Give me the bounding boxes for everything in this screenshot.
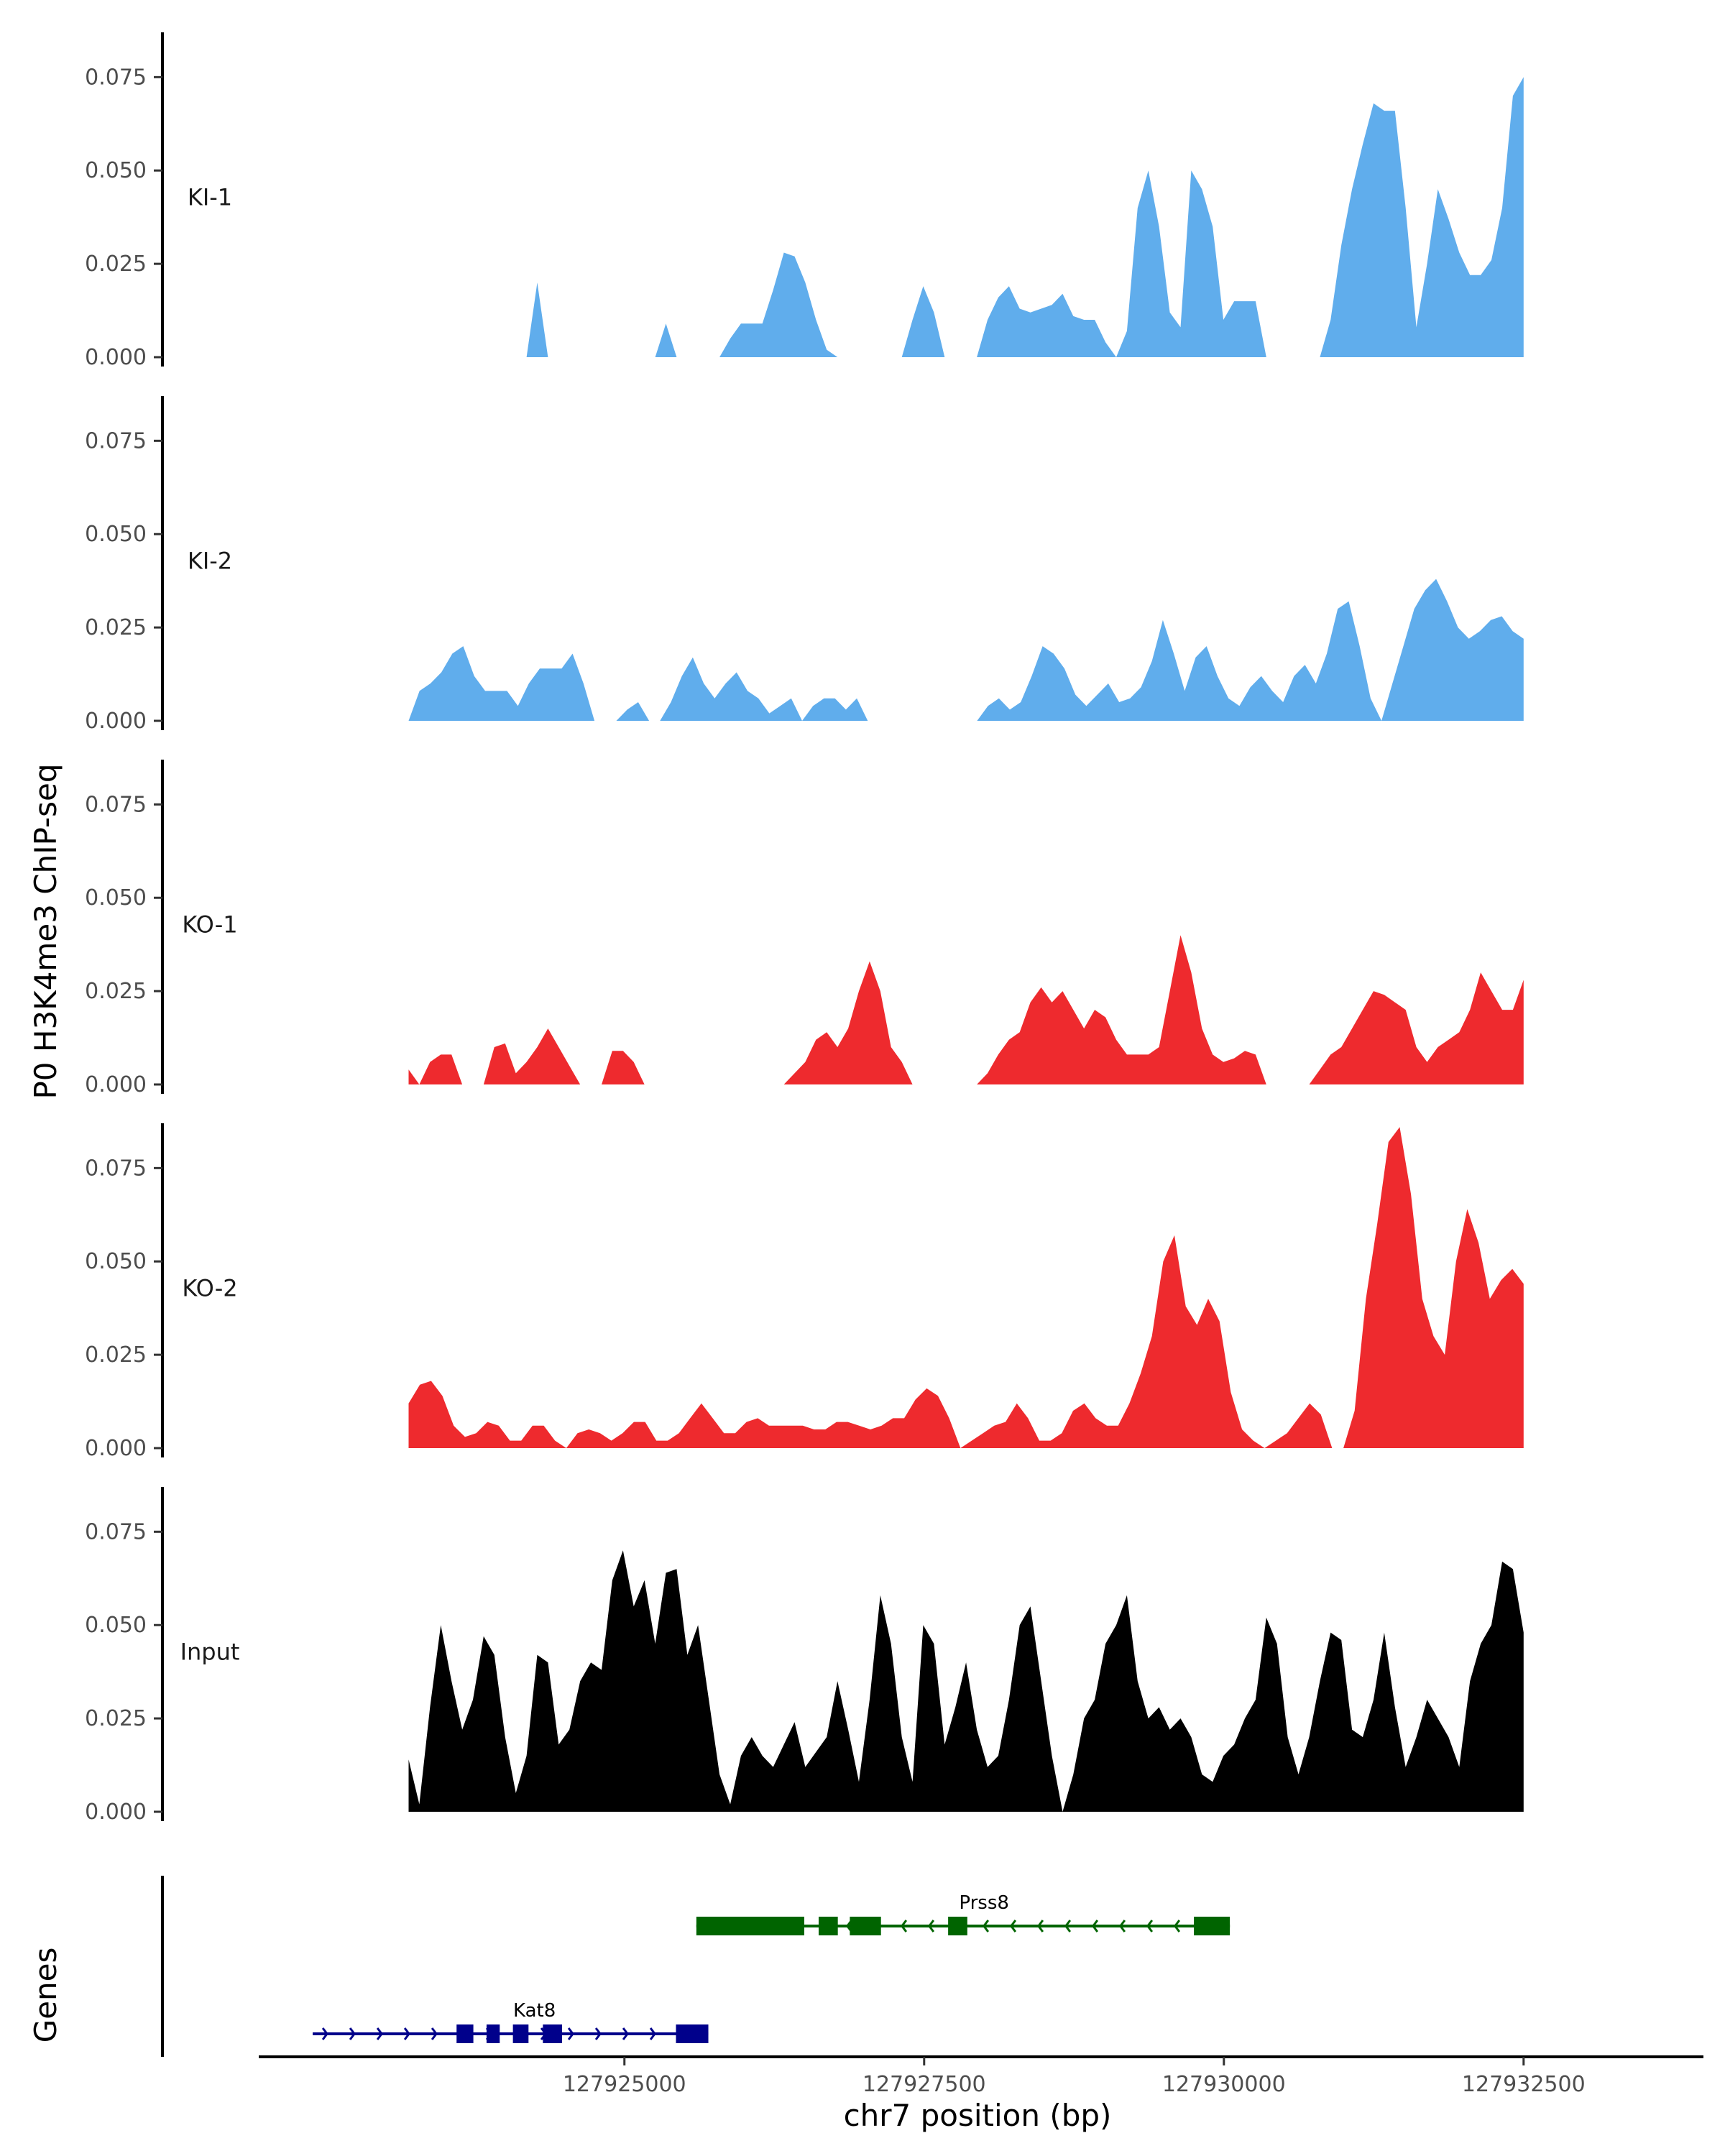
y-axis-title: P0 H3K4me3 ChIP-seq: [28, 763, 63, 1099]
y-tick-label: 0.000: [85, 1436, 147, 1461]
y-tick-label: 0.050: [85, 522, 147, 547]
strand-arrow-icon: [349, 2027, 356, 2040]
y-tick-label: 0.025: [85, 615, 147, 640]
track-ki-1: 0.000 0.025 0.050 0.075 KI-1: [85, 32, 1524, 370]
track-label: Input: [180, 1639, 240, 1666]
strand-arrow-icon: [376, 2027, 383, 2040]
y-tick-label: 0.050: [85, 1249, 147, 1274]
strand-arrow-icon: [1091, 1920, 1099, 1932]
strand-arrow-icon: [1146, 1920, 1154, 1932]
y-tick-label: 0.025: [85, 979, 147, 1004]
gene-exon: [948, 1917, 967, 1935]
y-tick-label: 0.025: [85, 252, 147, 277]
gene-exon: [696, 1917, 804, 1935]
gene-prss8: Prss8: [696, 1892, 1230, 1935]
y-tick-label: 0.025: [85, 1342, 147, 1368]
y-tick-label: 0.000: [85, 709, 147, 734]
tracks-layer: 0.0000.0250.0500.075KI-10.0000.0250.0500…: [85, 32, 1524, 1825]
track-ko-1: 0.000 0.025 0.050 0.075 KO-1: [85, 760, 1524, 1097]
strand-arrow-icon: [321, 2027, 328, 2040]
gene-kat8: Kat8: [313, 2000, 709, 2043]
y-tick-label: 0.000: [85, 1072, 147, 1097]
genes-axis-label: Genes: [28, 1948, 63, 2043]
strand-arrow-icon: [431, 2027, 438, 2040]
strand-arrow-icon: [900, 1920, 908, 1932]
track-input: 0.000 0.025 0.050 0.075 Input: [85, 1487, 1524, 1825]
x-tick-label: 127930000: [1162, 2072, 1286, 2097]
y-tick-label: 0.000: [85, 345, 147, 370]
y-tick-label: 0.050: [85, 1613, 147, 1638]
y-tick-label: 0.050: [85, 885, 147, 911]
genes-panel: Kat8 Prss8: [161, 1876, 1230, 2057]
y-tick-label: 0.075: [85, 65, 147, 90]
strand-arrow-icon: [1009, 1920, 1017, 1932]
strand-arrow-icon: [1064, 1920, 1072, 1932]
gene-exon: [818, 1917, 838, 1935]
strand-arrow-icon: [1173, 1920, 1181, 1932]
signal-area: [408, 579, 1524, 721]
x-tick-label: 127932500: [1462, 2072, 1586, 2097]
strand-arrow-icon: [649, 2027, 656, 2040]
x-tick-label: 127925000: [563, 2072, 686, 2097]
track-ko-2: 0.000 0.025 0.050 0.075 KO-2: [85, 1123, 1524, 1461]
y-tick-label: 0.075: [85, 792, 147, 817]
strand-arrow-icon: [567, 2027, 574, 2040]
x-tick-label: 127927500: [862, 2072, 986, 2097]
track-label: KO-1: [182, 911, 237, 939]
gene-name-label: Prss8: [959, 1892, 1009, 1914]
strand-arrow-icon: [982, 1920, 990, 1932]
strand-arrow-icon: [403, 2027, 410, 2040]
track-label: KI-1: [188, 184, 232, 211]
signal-area: [408, 1127, 1524, 1448]
y-tick-label: 0.075: [85, 428, 147, 453]
y-tick-label: 0.075: [85, 1519, 147, 1544]
signal-area: [408, 77, 1524, 358]
strand-arrow-icon: [594, 2027, 602, 2040]
y-tick-label: 0.025: [85, 1706, 147, 1731]
x-axis-title: chr7 position (bp): [844, 2098, 1112, 2133]
y-tick-label: 0.075: [85, 1156, 147, 1181]
signal-area: [408, 1550, 1524, 1812]
gene-exon: [850, 1917, 881, 1935]
track-ki-2: 0.000 0.025 0.050 0.075 KI-2: [85, 396, 1524, 734]
y-tick-label: 0.050: [85, 158, 147, 183]
strand-arrow-icon: [927, 1920, 935, 1932]
strand-arrow-icon: [1036, 1920, 1044, 1932]
gene-exon: [543, 2024, 563, 2043]
x-axis: 127925000 127927500 127930000 127932500: [259, 2055, 1703, 2097]
track-label: KO-2: [182, 1275, 237, 1302]
gene-exon: [456, 2024, 474, 2043]
gene-exon: [676, 2024, 709, 2043]
y-tick-label: 0.000: [85, 1800, 147, 1825]
strand-arrow-icon: [1118, 1920, 1126, 1932]
signal-area: [408, 935, 1524, 1084]
strand-arrow-icon: [622, 2027, 629, 2040]
gene-exon: [486, 2024, 500, 2043]
gene-name-label: Kat8: [513, 2000, 556, 2022]
gene-exon: [512, 2024, 529, 2043]
gene-exon: [1194, 1917, 1230, 1935]
track-label: KI-2: [188, 548, 232, 575]
